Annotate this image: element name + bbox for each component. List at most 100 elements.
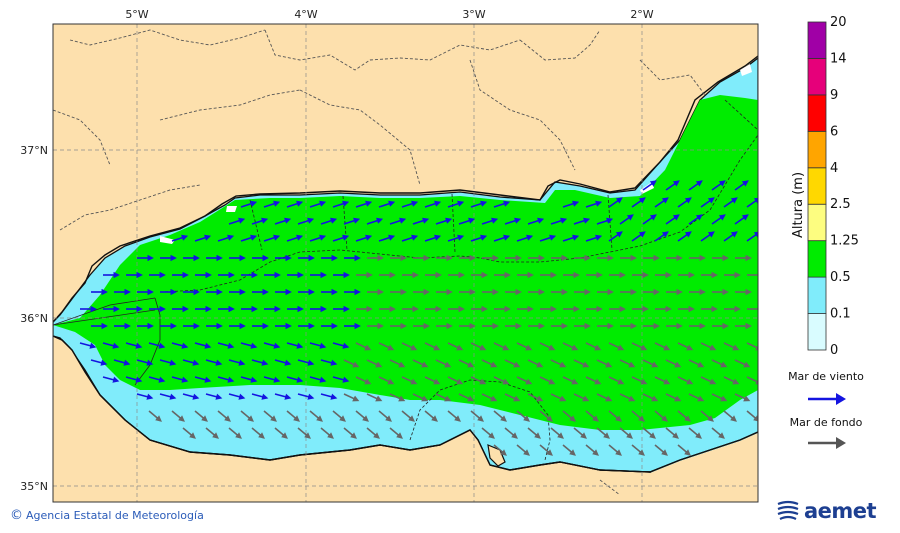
swell-arrow — [654, 342, 671, 351]
swell-arrow — [631, 376, 648, 385]
swell-arrow — [746, 376, 758, 385]
swell-arrow — [734, 393, 751, 402]
swell-arrow — [389, 393, 406, 402]
swell-arrow — [240, 410, 254, 422]
swell-arrow — [665, 393, 682, 402]
wind-sea-arrow — [470, 200, 488, 208]
swell-arrow — [458, 393, 475, 402]
wind-sea-arrow — [79, 342, 97, 349]
wind-sea-arrow — [90, 359, 108, 366]
swell-arrow — [401, 410, 415, 422]
swell-arrow — [619, 393, 636, 402]
swell-arrow — [355, 376, 372, 385]
swell-arrow — [654, 444, 668, 456]
swell-arrow — [562, 410, 576, 422]
swell-arrow — [401, 376, 418, 385]
copyright-icon: © — [10, 508, 23, 523]
wind-sea-arrow — [286, 200, 304, 208]
wind-sea-arrow — [596, 217, 614, 225]
swell-arrow — [585, 342, 602, 351]
swell-arrow — [378, 410, 392, 422]
wind-sea-arrow — [631, 197, 646, 208]
swell-arrow — [573, 427, 587, 439]
wind-sea-arrow — [263, 234, 281, 242]
swell-arrow — [435, 359, 452, 368]
wind-sea-arrow — [228, 217, 246, 225]
colorbar-tick-label: 0.1 — [830, 307, 851, 322]
wind-sea-arrow — [401, 234, 419, 242]
wind-sea-arrow — [274, 217, 292, 225]
swell-arrow — [481, 393, 498, 402]
wind-sea-arrow — [194, 234, 212, 242]
lat-tick-label: 35°N — [20, 480, 48, 493]
swell-arrow — [711, 427, 725, 439]
swell-arrow — [585, 410, 599, 422]
swell-arrow — [447, 342, 464, 351]
lon-tick-label: 5°W — [125, 8, 148, 21]
swell-arrow — [194, 410, 208, 422]
wind-sea-arrow — [665, 180, 680, 191]
aemet-logo: aemet — [776, 499, 877, 523]
swell-arrow — [631, 342, 648, 351]
wind-sea-arrow — [723, 197, 738, 208]
wind-sea-arrow — [332, 234, 350, 242]
swell-arrow — [171, 410, 185, 422]
wind-sea-arrow — [435, 217, 453, 225]
swell-arrow — [608, 410, 622, 422]
wind-sea-arrow — [320, 359, 338, 366]
wind-sea-arrow — [148, 342, 166, 349]
wind-sea-arrow — [734, 180, 749, 191]
swell-arrow — [274, 427, 288, 439]
swell-arrow — [539, 376, 556, 385]
swell-arrow — [688, 393, 705, 402]
swell-arrow — [562, 376, 579, 385]
wind-sea-arrow — [297, 217, 315, 225]
swell-arrow — [596, 427, 610, 439]
wind-sea-arrow — [102, 342, 120, 349]
swell-arrow — [435, 393, 452, 402]
swell-arrow — [493, 444, 507, 456]
wind-sea-arrow — [286, 376, 304, 383]
swell-arrow — [527, 393, 544, 402]
swell-arrow — [619, 427, 633, 439]
wind-sea-arrow — [470, 234, 488, 242]
wind-sea-arrow — [343, 217, 361, 225]
swell-arrow — [619, 359, 636, 368]
swell-arrow — [711, 359, 728, 368]
swell-arrow — [642, 359, 659, 368]
swell-arrow — [424, 342, 441, 351]
wind-sea-arrow — [194, 376, 212, 383]
wind-sea-arrow — [608, 197, 623, 208]
wind-sea-arrow — [240, 376, 258, 383]
swell-arrow — [355, 410, 369, 422]
colorbar-tick-label: 14 — [830, 51, 847, 66]
swell-arrow — [516, 444, 530, 456]
lat-tick-label: 36°N — [20, 312, 48, 325]
colorbar-segment — [807, 276, 827, 314]
wind-sea-arrow — [217, 234, 235, 242]
wind-sea-arrow — [286, 234, 304, 242]
wind-sea-arrow — [171, 376, 189, 383]
swell-arrow — [757, 360, 758, 361]
swell-arrow — [355, 342, 372, 351]
wind-sea-arrow — [378, 200, 396, 208]
swell-arrow — [470, 376, 487, 385]
swell-arrow — [378, 376, 395, 385]
swell-arrow — [723, 342, 740, 351]
swell-arrow — [412, 393, 429, 402]
swell-arrow — [550, 393, 567, 402]
wind-sea-arrow — [194, 342, 212, 349]
wind-sea-arrow — [424, 200, 442, 208]
colorbar-tick-label: 20 — [830, 15, 847, 30]
swell-arrow — [447, 410, 461, 422]
colorbar-tick-label: 0.5 — [830, 270, 851, 285]
wind-sea-arrow — [631, 231, 646, 242]
wind-sea-arrow — [332, 342, 350, 349]
wind-sea-arrow — [711, 180, 726, 191]
aemet-logo-text: aemet — [804, 499, 877, 523]
swell-arrow — [343, 393, 360, 402]
colorbar-tick-label: 4 — [830, 161, 838, 176]
wind-sea-arrow — [228, 393, 246, 400]
wind-sea-arrow — [654, 231, 669, 242]
swell-arrow — [654, 376, 671, 385]
